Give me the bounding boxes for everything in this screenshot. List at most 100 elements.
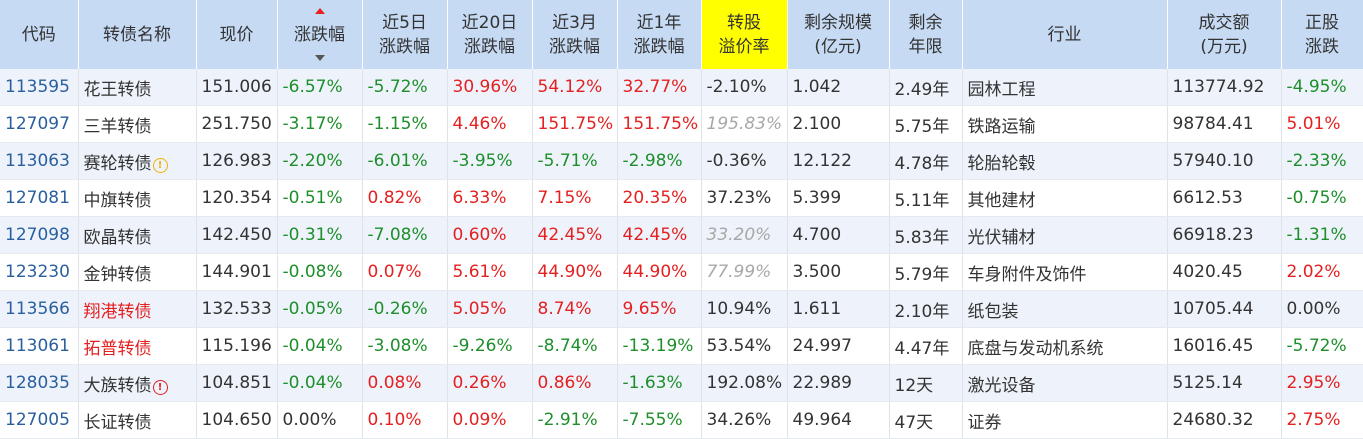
change-1y-text: 42.45% [622, 225, 688, 245]
change-3m-cell: 42.45% [532, 216, 618, 254]
bond-name-cell[interactable]: 大族转债! [78, 364, 197, 402]
bond-name-cell[interactable]: 翔港转债 [78, 290, 197, 328]
table-row[interactable]: 128035 大族转债! 104.851 -0.04% 0.08% 0.26% 0.86% -… [0, 364, 1363, 402]
price-text: 151.006 [201, 77, 272, 97]
change-3m-text: -2.91% [537, 410, 598, 430]
change-3m-text: -8.74% [537, 336, 598, 356]
bond-code-cell[interactable]: 123230 [0, 253, 79, 291]
change-1y-text: 32.77% [622, 77, 688, 97]
warning-icon[interactable]: ! [152, 157, 168, 173]
column-header-price[interactable]: 现价 [196, 0, 278, 69]
header-row: 代码 转债名称 现价 涨跌幅 近5日 涨跌幅 近20日 涨跌幅 近3月 涨跌幅 近1年 涨跌幅 转股 溢价… [0, 0, 1363, 69]
change-5d-text: -1.15% [367, 114, 428, 134]
change-1y-cell: 20.35% [617, 179, 702, 217]
change-20d-cell: -9.26% [447, 327, 533, 365]
change-1y-text: -1.63% [622, 373, 683, 393]
bond-name-cell[interactable]: 拓普转债 [78, 327, 197, 365]
column-header-sublabel: 涨跌幅 [379, 36, 430, 57]
bond-name-text: 翔港转债 [83, 301, 152, 322]
stock-change-text: 0.00% [1286, 299, 1341, 319]
table-row[interactable]: 113061 拓普转债 115.196 -0.04% -3.08% -9.26% -8.74… [0, 327, 1363, 365]
conversion-premium-text: 33.20% [706, 225, 772, 245]
column-header-stock-change[interactable]: 正股 涨跌 [1281, 0, 1363, 69]
column-header-label: 近5日 [382, 12, 427, 33]
column-header-code[interactable]: 代码 [0, 0, 79, 69]
conversion-premium-cell: 77.99% [701, 253, 788, 291]
bond-code-cell[interactable]: 113063 [0, 142, 79, 180]
bond-code-cell[interactable]: 128035 [0, 364, 79, 402]
conversion-premium-cell: 195.83% [701, 105, 788, 143]
bond-code-cell[interactable]: 113595 [0, 69, 79, 106]
change-text: -0.08% [282, 262, 343, 282]
table-row[interactable]: 127098 欧晶转债 142.450 -0.31% -7.08% 0.60% 42.45%… [0, 216, 1363, 254]
table-row[interactable]: 113566 翔港转债 132.533 -0.05% -0.26% 5.05% 8.74% 9… [0, 290, 1363, 328]
change-3m-cell: -8.74% [532, 327, 618, 365]
volume-text: 66918.23 [1172, 225, 1254, 245]
change-1y-text: 9.65% [622, 299, 677, 319]
bond-name-cell[interactable]: 金钟转债 [78, 253, 197, 291]
remaining-years-text: 5.79年 [894, 264, 950, 285]
change-3m-text: 8.74% [537, 299, 592, 319]
bond-code-cell[interactable]: 127005 [0, 401, 79, 439]
sort-descending-icon[interactable] [314, 55, 325, 61]
bond-code-cell[interactable]: 113566 [0, 290, 79, 328]
change-cell: 0.00% [277, 401, 363, 439]
volume-text: 6612.53 [1172, 188, 1243, 208]
sort-ascending-icon[interactable] [314, 8, 325, 14]
bond-code-cell[interactable]: 127097 [0, 105, 79, 143]
stock-change-cell: -1.31% [1281, 216, 1363, 254]
table-row[interactable]: 113063 赛轮转债! 126.983 -2.20% -6.01% -3.95% -5.7… [0, 142, 1363, 180]
remaining-years-cell: 2.49年 [889, 69, 963, 106]
column-header-change-5d[interactable]: 近5日涨跌幅 [362, 0, 448, 69]
warning-icon[interactable]: ! [152, 379, 168, 395]
column-header-change[interactable]: 涨跌幅 [277, 0, 363, 69]
column-header-label: 转股 [727, 12, 761, 33]
bond-name-cell[interactable]: 赛轮转债! [78, 142, 197, 180]
bond-code-cell[interactable]: 127098 [0, 216, 79, 254]
change-5d-cell: -7.08% [362, 216, 448, 254]
change-20d-text: 0.60% [452, 225, 507, 245]
industry-text: 证券 [967, 412, 1002, 433]
volume-text: 24680.32 [1172, 410, 1254, 430]
change-text: -3.17% [282, 114, 343, 134]
conversion-premium-text: -2.10% [706, 77, 767, 97]
column-header-volume[interactable]: 成交额 (万元) [1167, 0, 1282, 69]
column-header-remaining-years[interactable]: 剩余 年限 [889, 0, 963, 69]
industry-cell: 激光设备 [962, 364, 1168, 402]
column-header-name[interactable]: 转债名称 [78, 0, 197, 69]
conversion-premium-text: 37.23% [706, 188, 772, 208]
bond-code-cell[interactable]: 127081 [0, 179, 79, 217]
volume-cell: 16016.45 [1167, 327, 1282, 365]
column-header-change-1y[interactable]: 近1年 涨跌幅 [617, 0, 702, 69]
change-20d-text: 5.05% [452, 299, 507, 319]
change-20d-cell: 30.96% [447, 69, 533, 106]
volume-cell: 113774.92 [1167, 69, 1282, 106]
table-row[interactable]: 127005 长证转债 104.650 0.00% 0.10% 0.09% -2.91% -7… [0, 401, 1363, 439]
bond-name-cell[interactable]: 中旗转债 [78, 179, 197, 217]
remaining-years-cell: 5.83年 [889, 216, 963, 254]
column-header-change-20d[interactable]: 近20日 涨跌幅 [447, 0, 533, 69]
bond-name-cell[interactable]: 长证转债 [78, 401, 197, 439]
column-header-change-3m[interactable]: 近3月 涨跌幅 [532, 0, 618, 69]
industry-text: 园林工程 [967, 79, 1036, 100]
conversion-premium-text: 192.08% [706, 373, 783, 393]
price-text: 104.650 [201, 410, 272, 430]
price-cell: 151.006 [196, 69, 278, 106]
column-header-remaining-scale[interactable]: 剩余规模 (亿元) [787, 0, 890, 69]
table-row[interactable]: 127097 三羊转债 251.750 -3.17% -1.15% 4.46% 151.75… [0, 105, 1363, 143]
bond-code-cell[interactable]: 113061 [0, 327, 79, 365]
change-3m-cell: -2.91% [532, 401, 618, 439]
table-row[interactable]: 127081 中旗转债 120.354 -0.51% 0.82% 6.33% 7.15% 20… [0, 179, 1363, 217]
column-header-conversion-premium[interactable]: 转股 溢价率 [701, 0, 788, 69]
bond-name-cell[interactable]: 三羊转债 [78, 105, 197, 143]
industry-cell: 铁路运输 [962, 105, 1168, 143]
change-text: -0.31% [282, 225, 343, 245]
table-row[interactable]: 113595 花王转债 151.006 -6.57% -5.72% 30.96% 54.12… [0, 69, 1363, 106]
column-header-industry[interactable]: 行业 [962, 0, 1168, 69]
table-row[interactable]: 123230 金钟转债 144.901 -0.08% 0.07% 5.61% 44.90% 4… [0, 253, 1363, 291]
remaining-years-cell: 5.75年 [889, 105, 963, 143]
bond-name-cell[interactable]: 花王转债 [78, 69, 197, 106]
price-cell: 104.851 [196, 364, 278, 402]
remaining-years-cell: 47天 [889, 401, 963, 439]
bond-name-cell[interactable]: 欧晶转债 [78, 216, 197, 254]
